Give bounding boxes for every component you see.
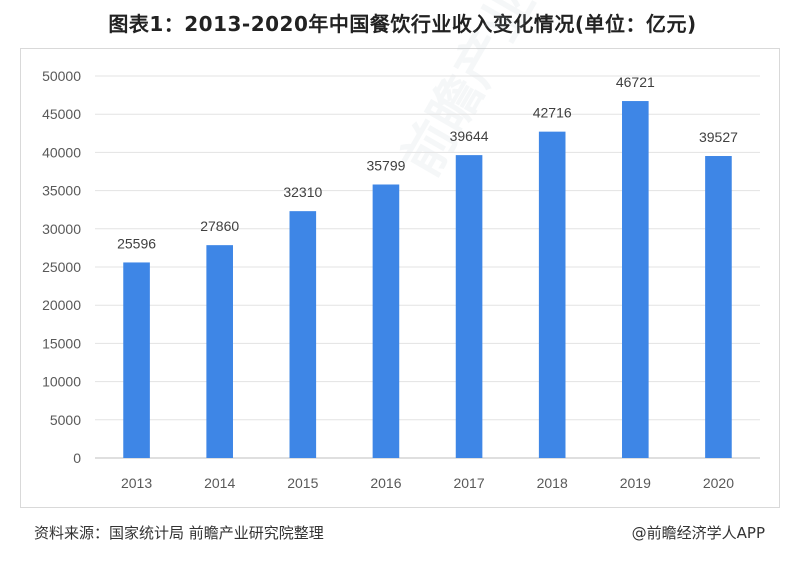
data-label-2018: 42716 [533, 105, 572, 121]
bar-2020 [705, 156, 732, 458]
gridlines [95, 75, 760, 459]
x-axis-ticks: 2013 2014 2015 2016 2017 2018 2019 2020 [121, 475, 734, 491]
y-tick-label: 0 [73, 450, 81, 466]
y-tick-label: 5000 [50, 412, 81, 428]
bar-2014 [206, 245, 233, 458]
bar-2013 [123, 262, 150, 458]
y-axis-ticks: 0 5000 10000 15000 20000 25000 30000 35000 40000… [42, 68, 81, 466]
data-label-2014: 27860 [200, 218, 239, 234]
data-label-2016: 35799 [366, 157, 405, 173]
data-label-2019: 46721 [616, 74, 655, 90]
data-label-2015: 32310 [283, 184, 322, 200]
x-tick-label-2015: 2015 [287, 475, 318, 491]
x-tick-label-2019: 2019 [620, 475, 651, 491]
brand-note: @前瞻经济学人APP [631, 524, 765, 542]
x-tick-label-2013: 2013 [121, 475, 152, 491]
chart-title: 图表1：2013-2020年中国餐饮行业收入变化情况(单位：亿元) [108, 12, 697, 36]
data-label-2017: 39644 [450, 128, 489, 144]
y-tick-label: 15000 [42, 335, 81, 351]
x-tick-label-2020: 2020 [703, 475, 734, 491]
y-tick-label: 40000 [42, 144, 81, 160]
y-tick-label: 25000 [42, 259, 81, 275]
bars [123, 101, 732, 458]
y-tick-label: 10000 [42, 374, 81, 390]
source-note: 资料来源：国家统计局 前瞻产业研究院整理 [34, 524, 324, 542]
y-tick-label: 50000 [42, 68, 81, 84]
x-tick-label-2016: 2016 [370, 475, 401, 491]
y-tick-label: 45000 [42, 106, 81, 122]
x-tick-label-2014: 2014 [204, 475, 235, 491]
x-tick-label-2017: 2017 [453, 475, 484, 491]
bar-2019 [622, 101, 649, 458]
bar-2018 [538, 131, 566, 458]
bar-2015 [289, 211, 317, 458]
y-tick-label: 35000 [42, 183, 81, 199]
bar-2016 [372, 184, 400, 458]
y-tick-label: 20000 [42, 297, 81, 313]
y-tick-label: 30000 [42, 221, 81, 237]
data-label-2020: 39527 [699, 129, 738, 145]
bar-2017 [455, 155, 483, 458]
data-labels: 25596 27860 32310 35799 39644 42716 46721 39527 [117, 74, 738, 251]
data-label-2013: 25596 [117, 235, 156, 251]
x-tick-label-2018: 2018 [537, 475, 568, 491]
chart-frame [20, 48, 780, 508]
